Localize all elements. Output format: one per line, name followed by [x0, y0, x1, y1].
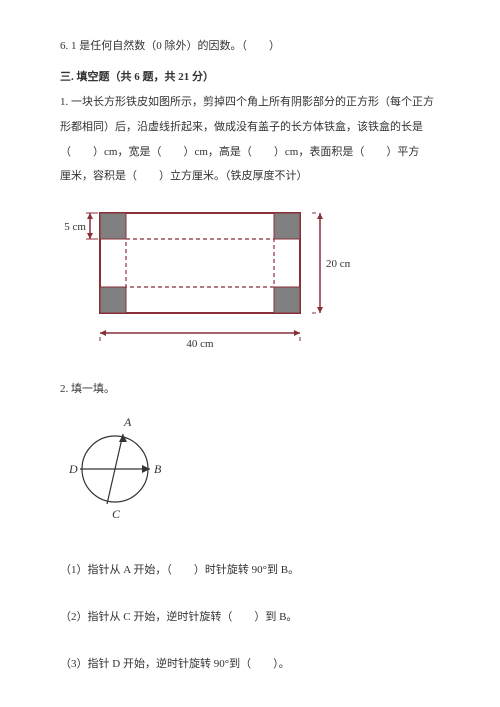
f1-left-label: 5 cm	[64, 221, 86, 233]
figure-box-diagram: 5 cm 20 cm 40 cm	[60, 203, 440, 361]
figure2-svg: A B C D	[60, 414, 180, 526]
q6-text: 6. 1 是任何自然数（0 除外）的因数。（ ）	[60, 40, 280, 52]
f1-corner-br	[274, 287, 300, 313]
f1-corner-tr	[274, 213, 300, 239]
f1-right-label: 20 cm	[326, 258, 350, 270]
figure-compass-diagram: A B C D	[60, 414, 440, 534]
f1-bottom-label: 40 cm	[186, 338, 214, 350]
s3q1-l2: 形都相同）后，沿虚线折起来，做成没有盖子的长方体铁盒，该铁盒的长是	[60, 117, 440, 138]
f2-label-a: A	[123, 415, 132, 429]
section3-heading: 三. 填空题（共 6 题，共 21 分）	[60, 67, 440, 88]
f1-corner-tl	[100, 213, 126, 239]
figure1-svg: 5 cm 20 cm 40 cm	[60, 203, 350, 353]
s3q1-l3: （ ）cm，宽是（ ）cm，高是（ ）cm，表面积是（ ）平方	[60, 142, 440, 163]
s3q2-p2: （2）指针从 C 开始，逆时针旋转（ ）到 B。	[60, 607, 440, 628]
s3q2-p3: （3）指针 D 开始，逆时针旋转 90°到（ ）。	[60, 654, 440, 675]
f2-arrow-b	[142, 465, 150, 473]
f2-label-b: B	[154, 462, 162, 476]
f1-outer-rect	[100, 213, 300, 313]
s3q1-l1: 1. 一块长方形铁皮如图所示，剪掉四个角上所有阴影部分的正方形（每个正方	[60, 92, 440, 113]
f2-label-d: D	[68, 462, 78, 476]
f2-label-c: C	[112, 507, 121, 521]
s3q1-l4: 厘米，容积是（ ）立方厘米。（铁皮厚度不计）	[60, 166, 440, 187]
s3q2-title: 2. 填一填。	[60, 379, 440, 400]
s3q2-p1: （1）指针从 A 开始，（ ）时针旋转 90°到 B。	[60, 560, 440, 581]
f1-right-dimension	[312, 213, 323, 313]
q6-line: 6. 1 是任何自然数（0 除外）的因数。（ ）	[60, 36, 440, 57]
f1-left-dimension	[86, 213, 98, 239]
f1-corner-bl	[100, 287, 126, 313]
